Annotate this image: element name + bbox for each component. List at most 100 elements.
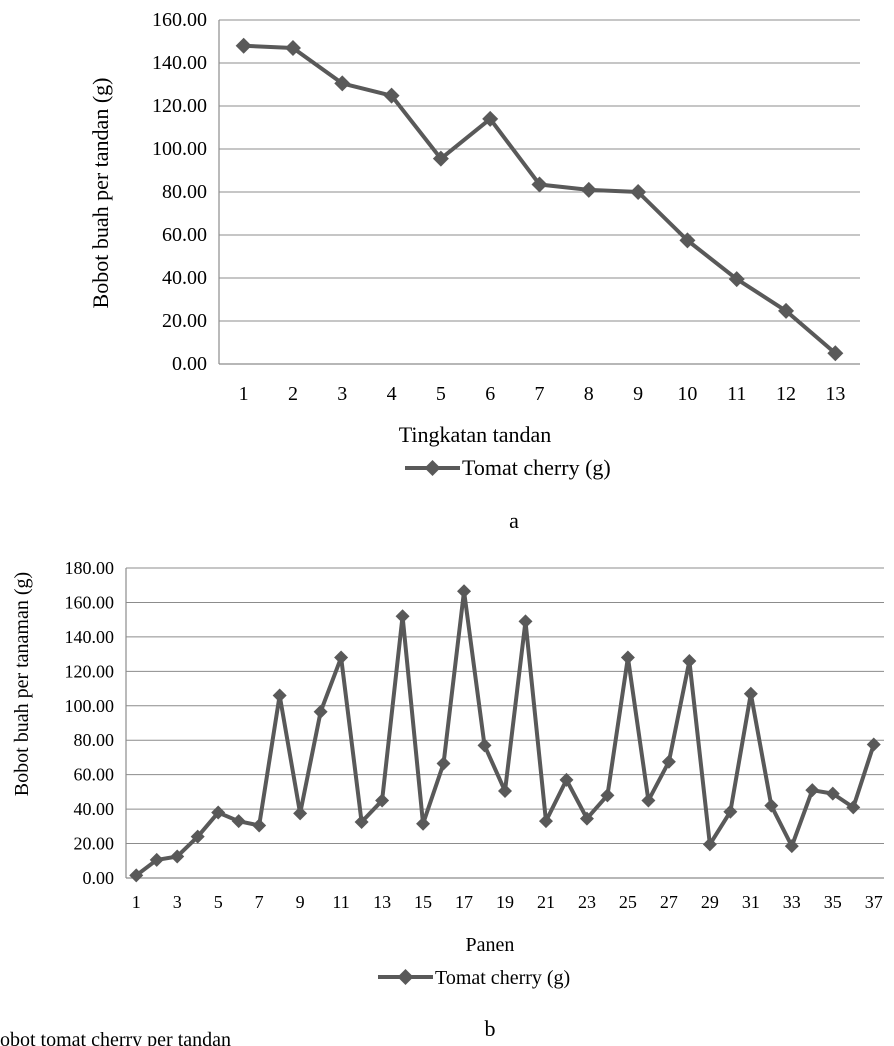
- chart-b-data-point: [620, 650, 635, 665]
- chart-a-legend-label: Tomat cherry (g): [462, 455, 611, 480]
- chart-b-data-point: [538, 814, 553, 829]
- chart-b-data-point: [661, 754, 676, 769]
- chart-b-x-tick-label: 13: [373, 892, 391, 912]
- chart-b-y-ticks: 0.00 20.00 40.00 60.00 80.00 100.00 120.00 140.…: [65, 558, 115, 888]
- chart-b-data-point: [743, 686, 758, 701]
- chart-a-x-axis-label: Tingkatan tandan: [399, 422, 552, 447]
- chart-b-data-point: [866, 737, 881, 752]
- chart-b-x-tick-label: 3: [173, 892, 182, 912]
- chart-b-data-point: [129, 868, 144, 883]
- chart-a-data-point: [432, 150, 449, 167]
- chart-a-data-point: [235, 37, 252, 54]
- chart-a-data-point: [580, 181, 597, 198]
- chart-b-x-tick-label: 25: [619, 892, 637, 912]
- chart-a-data-point: [284, 39, 301, 56]
- chart-b-data-point: [846, 800, 861, 815]
- chart-b-y-tick-label: 40.00: [74, 799, 115, 819]
- chart-a-y-tick-label: 120.00: [152, 95, 207, 117]
- chart-a-data-point: [728, 271, 745, 288]
- chart-b-y-tick-label: 180.00: [65, 558, 115, 578]
- chart-b-data-point: [641, 793, 656, 808]
- chart-b-data-point: [293, 806, 308, 821]
- chart-a-data-point: [679, 232, 696, 249]
- chart-b-y-tick-label: 80.00: [74, 730, 115, 750]
- chart-a-y-tick-label: 20.00: [162, 310, 207, 332]
- chart-b-data-point: [702, 837, 717, 852]
- chart-a: 0.00 20.00 40.00 60.00 80.00 100.00 120.00 140.…: [88, 9, 860, 533]
- chart-a-data-point: [827, 345, 844, 362]
- chart-b-data-point: [477, 738, 492, 753]
- chart-a-y-ticks: 0.00 20.00 40.00 60.00 80.00 100.00 120.00 140.…: [152, 9, 207, 375]
- chart-b-y-tick-label: 140.00: [65, 627, 115, 647]
- chart-a-data-point: [482, 110, 499, 127]
- chart-a-y-axis-label: Bobot buah per tandan (g): [88, 78, 113, 309]
- chart-a-x-tick-label: 3: [337, 383, 347, 405]
- chart-b-data-point: [723, 804, 738, 819]
- chart-b-data-point: [231, 814, 246, 829]
- chart-b-y-tick-label: 120.00: [65, 661, 115, 681]
- chart-b-data-point: [334, 650, 349, 665]
- chart-a-y-tick-label: 40.00: [162, 267, 207, 289]
- figure-caption-fragment: obot tomat cherry per tandan: [0, 1029, 231, 1046]
- chart-a-data-point: [630, 184, 647, 200]
- chart-a-x-tick-label: 10: [677, 383, 697, 405]
- chart-b-x-axis-label: Panen: [466, 934, 515, 956]
- chart-b-legend-label: Tomat cherry (g): [435, 967, 570, 989]
- chart-b-x-tick-label: 29: [701, 892, 719, 912]
- chart-a-series-line: [243, 43, 837, 355]
- chart-b-data-point: [190, 829, 205, 844]
- chart-b-x-tick-label: 33: [783, 892, 801, 912]
- chart-b-x-tick-label: 31: [742, 892, 760, 912]
- chart-a-x-tick-label: 8: [584, 383, 594, 405]
- chart-b-x-tick-label: 21: [537, 892, 555, 912]
- chart-b-data-point: [211, 805, 226, 820]
- chart-b-data-point: [825, 786, 840, 801]
- chart-b-data-point: [149, 852, 164, 867]
- chart-b-data-point: [457, 584, 472, 599]
- chart-b-series: [129, 584, 881, 883]
- chart-b-y-tick-label: 160.00: [65, 592, 115, 612]
- chart-b-data-point: [436, 756, 451, 771]
- chart-b-x-tick-label: 35: [824, 892, 842, 912]
- chart-b-data-point: [313, 704, 328, 719]
- chart-b-data-point: [559, 772, 574, 787]
- chart-a-y-tick-label: 0.00: [172, 353, 207, 375]
- chart-a-y-tick-label: 60.00: [162, 224, 207, 246]
- chart-b-panel-label: b: [485, 1016, 496, 1041]
- chart-a-panel-label: a: [509, 508, 519, 533]
- chart-b-data-point: [170, 849, 185, 864]
- chart-b-x-tick-label: 37: [865, 892, 883, 912]
- chart-a-y-tick-label: 140.00: [152, 52, 207, 74]
- chart-b-x-tick-label: 15: [414, 892, 432, 912]
- chart-a-x-tick-label: 11: [727, 383, 746, 405]
- chart-a-legend-marker: [424, 460, 441, 476]
- chart-b-y-tick-label: 20.00: [74, 834, 115, 854]
- chart-a-x-tick-label: 1: [239, 383, 249, 405]
- chart-a-x-ticks: 1 2 3 4 5 6 7 8 9 10 11 12 13: [239, 383, 846, 405]
- chart-a-data-point: [334, 75, 351, 92]
- chart-b-y-tick-label: 60.00: [74, 765, 115, 785]
- chart-a-series: [235, 37, 844, 362]
- chart-b-data-point: [579, 811, 594, 826]
- chart-b-legend: Tomat cherry (g): [378, 967, 570, 989]
- chart-b-data-point: [354, 815, 369, 830]
- chart-b-x-tick-label: 19: [496, 892, 514, 912]
- chart-a-data-point: [383, 87, 400, 104]
- chart-a-y-tick-label: 80.00: [162, 181, 207, 203]
- chart-b-y-tick-label: 0.00: [83, 868, 115, 888]
- chart-b-data-point: [416, 816, 431, 831]
- chart-a-x-tick-label: 7: [535, 383, 545, 405]
- chart-b-x-tick-label: 9: [296, 892, 305, 912]
- chart-b-data-point: [395, 609, 410, 624]
- chart-b-legend-marker: [397, 969, 414, 985]
- chart-b: 0.00 20.00 40.00 60.00 80.00 100.00 120.00 140.…: [11, 558, 884, 1041]
- chart-b-data-point: [784, 839, 799, 854]
- chart-a-x-tick-label: 5: [436, 383, 446, 405]
- chart-b-series-line: [135, 589, 876, 878]
- chart-b-data-point: [805, 783, 820, 798]
- chart-a-y-tick-label: 100.00: [152, 138, 207, 160]
- chart-b-gridlines: [125, 567, 884, 879]
- chart-a-data-point: [778, 302, 795, 319]
- chart-a-data-point: [531, 176, 548, 193]
- chart-b-data-point: [682, 654, 697, 668]
